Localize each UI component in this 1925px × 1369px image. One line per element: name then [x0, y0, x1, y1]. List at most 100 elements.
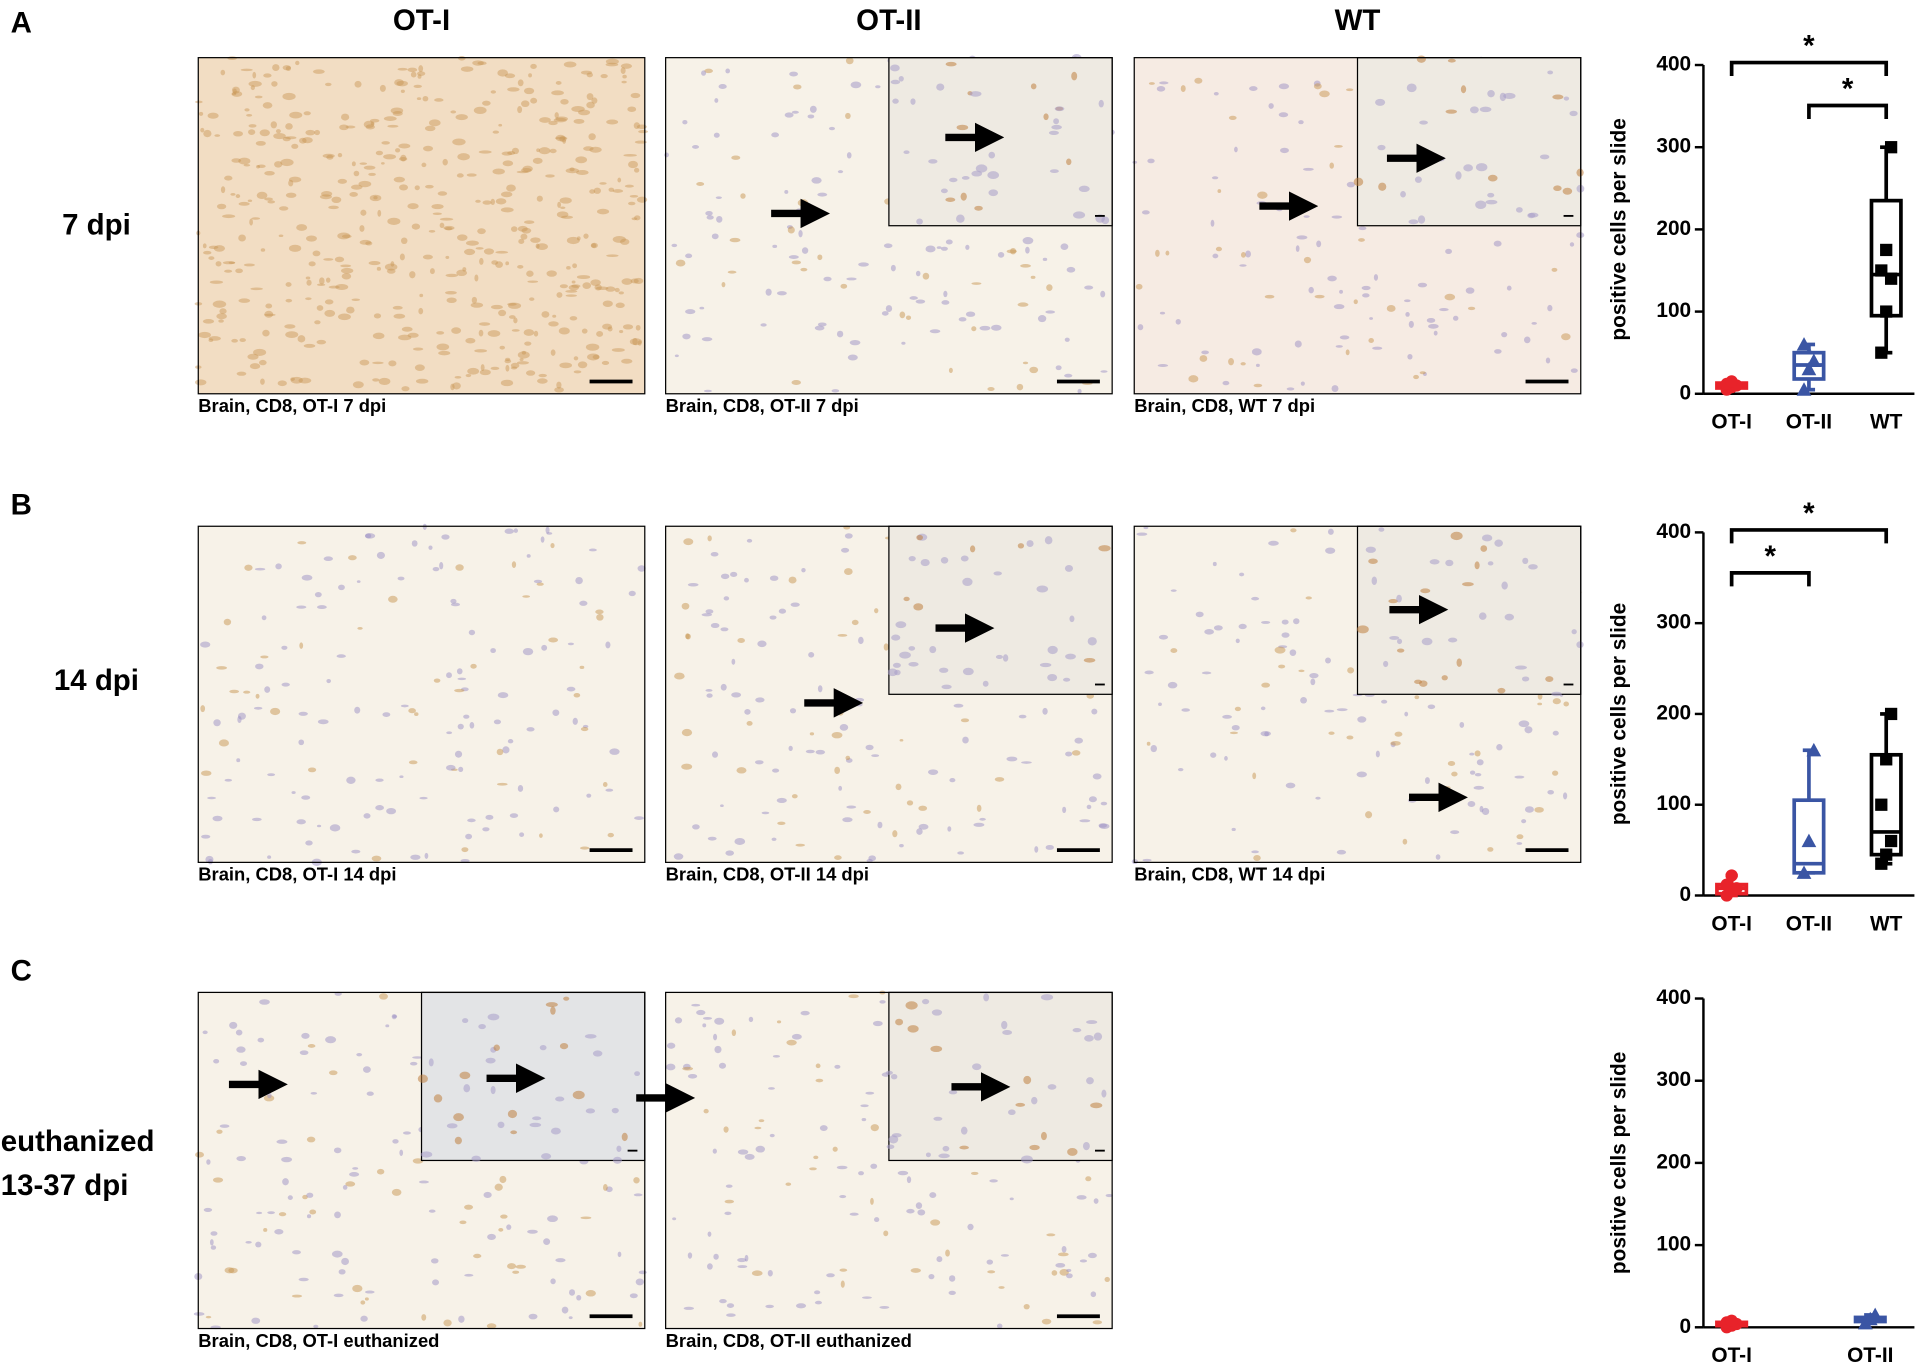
cell — [522, 647, 534, 656]
cell — [537, 378, 548, 384]
cell — [1514, 665, 1527, 670]
cell — [605, 62, 619, 67]
cell — [713, 132, 720, 138]
cell — [548, 120, 558, 126]
cell — [834, 855, 842, 860]
cell — [702, 1023, 707, 1028]
cell — [417, 71, 426, 76]
cell — [479, 257, 484, 265]
cell — [305, 235, 317, 242]
cell — [845, 755, 851, 761]
cell — [879, 1305, 890, 1309]
cell — [1377, 144, 1386, 151]
cell — [906, 800, 914, 806]
cell — [209, 1239, 214, 1246]
cell — [254, 567, 266, 571]
cell — [959, 1145, 969, 1150]
cell — [949, 177, 958, 183]
cell — [1157, 364, 1169, 367]
cell — [398, 157, 408, 161]
cell — [933, 1116, 943, 1121]
cell — [976, 804, 982, 812]
cell — [1480, 545, 1488, 552]
cell — [637, 565, 646, 572]
cell — [1278, 112, 1289, 118]
cell — [993, 571, 1002, 576]
cell — [846, 805, 857, 809]
cell — [915, 1202, 923, 1209]
cell — [400, 704, 409, 708]
cell — [777, 821, 786, 826]
cell — [398, 334, 412, 341]
cell — [1167, 681, 1178, 689]
cell — [1439, 308, 1449, 312]
cell — [1514, 775, 1525, 779]
cell — [1101, 1089, 1107, 1098]
cell — [235, 1029, 243, 1036]
cell — [275, 129, 281, 134]
significance-bracket — [1729, 528, 1889, 544]
cell — [1504, 613, 1514, 621]
cell — [1148, 82, 1155, 85]
cell — [506, 1224, 512, 1230]
cell — [725, 1184, 733, 1188]
cell — [987, 387, 995, 391]
cell — [589, 146, 602, 153]
cell — [299, 137, 307, 144]
cell — [744, 577, 749, 583]
cell — [223, 618, 232, 626]
cell — [875, 85, 881, 89]
y-tick-label: 100 — [1656, 792, 1691, 815]
cell — [1053, 118, 1060, 125]
cell — [536, 582, 544, 586]
y-tick-label: 100 — [1656, 299, 1691, 322]
cell — [428, 545, 433, 550]
cell — [1064, 373, 1073, 378]
cell — [1462, 582, 1474, 587]
cell — [336, 654, 346, 658]
cell — [253, 706, 263, 710]
cell — [621, 358, 633, 364]
cell — [391, 1013, 397, 1020]
cell — [446, 1123, 458, 1129]
cell — [325, 277, 331, 283]
cell — [282, 1178, 289, 1186]
cell — [791, 110, 799, 114]
cell — [1537, 693, 1543, 700]
cell — [502, 160, 514, 167]
cell — [506, 184, 516, 192]
cell — [546, 270, 557, 277]
cell — [296, 224, 308, 231]
cell — [497, 692, 509, 699]
cell — [815, 1063, 821, 1069]
cell — [1563, 701, 1569, 707]
cell — [995, 654, 1003, 660]
cell — [523, 87, 535, 95]
cell — [965, 311, 976, 317]
micrograph-bg — [198, 57, 645, 394]
cell — [288, 176, 302, 183]
cell — [1303, 256, 1312, 264]
cell — [631, 217, 638, 221]
cell — [450, 110, 457, 114]
cell — [1015, 1102, 1026, 1107]
cell — [559, 284, 568, 289]
cell — [572, 1090, 585, 1100]
cell — [607, 326, 613, 332]
cell — [589, 189, 596, 194]
cell — [480, 364, 485, 372]
cell — [746, 538, 753, 543]
cell — [1347, 667, 1355, 674]
inset — [1356, 57, 1582, 227]
cell — [551, 90, 564, 96]
caption: Brain, CD8, OT-I 7 dpi — [198, 395, 386, 416]
cell — [1333, 304, 1345, 310]
y-tick-label: 300 — [1656, 135, 1691, 158]
cell — [1278, 664, 1286, 669]
cell — [334, 256, 345, 263]
cell — [772, 1054, 780, 1058]
data-point — [1867, 1307, 1883, 1322]
cell — [352, 1284, 363, 1293]
cell — [1405, 312, 1410, 317]
cell — [490, 1085, 496, 1095]
